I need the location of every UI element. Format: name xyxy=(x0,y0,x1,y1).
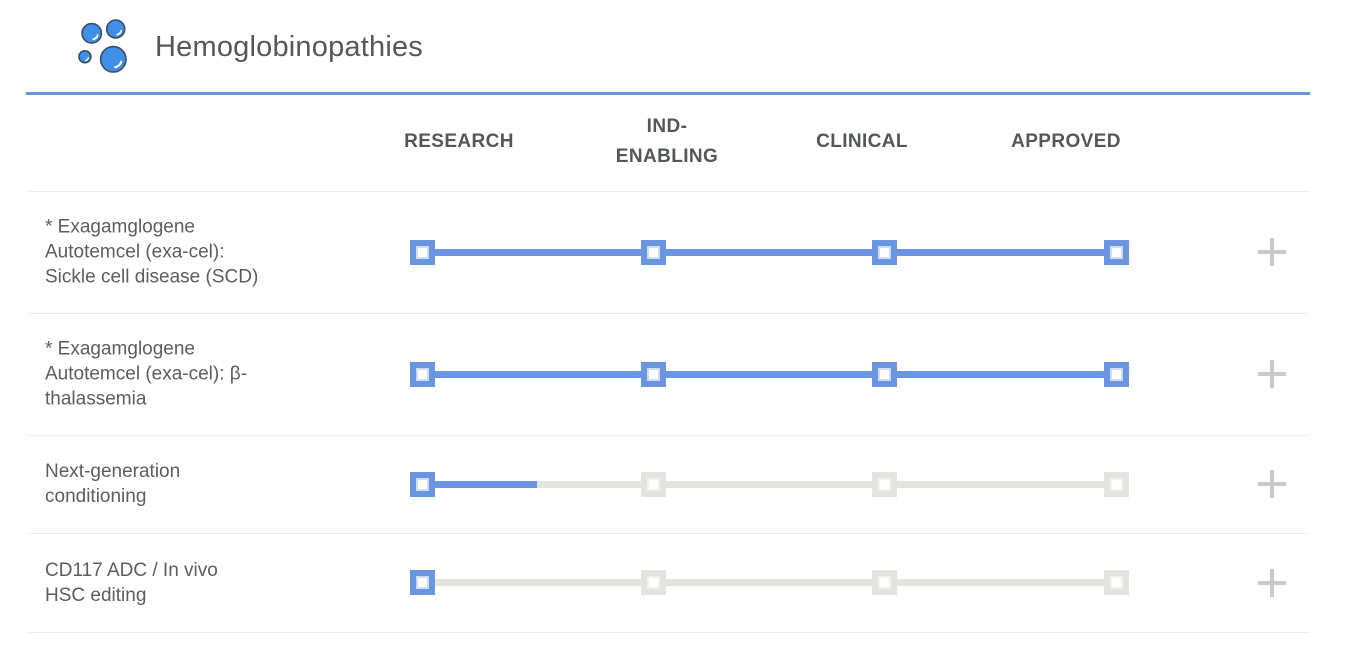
stage-marker-ind-enabling xyxy=(641,361,666,387)
program-name: Next-generation conditioning xyxy=(45,461,181,507)
row-separator xyxy=(26,313,1310,314)
column-header-research: RESEARCH xyxy=(404,110,514,174)
pipeline-row: * Exagamglogene Autotemcel (exa-cel): Si… xyxy=(0,191,1356,313)
progress-line-track xyxy=(422,579,1116,586)
stage-marker-clinical xyxy=(872,361,897,387)
stage-marker-research xyxy=(410,471,435,497)
expand-button[interactable] xyxy=(1258,360,1286,388)
stage-marker-approved xyxy=(1104,471,1129,497)
stage-marker-approved xyxy=(1104,239,1129,265)
progress-line-track xyxy=(422,480,1116,488)
stage-marker-approved xyxy=(1104,361,1129,387)
expand-button[interactable] xyxy=(1258,470,1286,498)
progress-line-fill xyxy=(422,370,1116,378)
progress-track xyxy=(0,191,1356,313)
stage-marker-clinical xyxy=(872,570,897,595)
pipeline-row: * Exagamglogene Autotemcel (exa-cel): β-… xyxy=(0,313,1356,435)
program-name: * Exagamglogene Autotemcel (exa-cel): Si… xyxy=(45,216,259,288)
pipeline-row: CD117 ADC / In vivo HSC editing xyxy=(0,533,1356,632)
progress-track xyxy=(0,533,1356,632)
progress-track xyxy=(0,313,1356,435)
stage-marker-clinical xyxy=(872,239,897,265)
expand-button[interactable] xyxy=(1258,568,1286,597)
column-header-label: CLINICAL xyxy=(816,131,908,152)
stage-marker-ind-enabling xyxy=(641,471,666,497)
row-separator xyxy=(26,435,1310,436)
stage-marker-ind-enabling xyxy=(641,570,666,595)
program-name: * Exagamglogene Autotemcel (exa-cel): β-… xyxy=(45,338,248,410)
stage-marker-research xyxy=(410,239,435,265)
program-name: CD117 ADC / In vivo HSC editing xyxy=(45,559,218,606)
progress-track xyxy=(0,435,1356,533)
pipeline-row: Next-generation conditioning xyxy=(0,435,1356,533)
stage-marker-approved xyxy=(1104,570,1129,595)
row-separator xyxy=(26,191,1310,192)
row-separator xyxy=(26,533,1310,534)
stage-marker-research xyxy=(410,361,435,387)
stage-marker-ind-enabling xyxy=(641,239,666,265)
stage-marker-research xyxy=(410,570,435,595)
page-title: Hemoglobinopathies xyxy=(155,31,423,63)
progress-line-fill xyxy=(422,480,537,488)
row-separator xyxy=(26,632,1310,633)
column-header-ind-enabling: IND-ENABLING xyxy=(605,110,729,174)
blood-cells-icon xyxy=(78,19,127,73)
column-header-clinical: CLINICAL xyxy=(816,110,908,174)
column-header-label: IND-ENABLING xyxy=(615,116,719,167)
stage-marker-clinical xyxy=(872,471,897,497)
progress-line-fill xyxy=(422,248,1116,256)
column-header-label: RESEARCH xyxy=(404,131,514,152)
column-header-label: APPROVED xyxy=(1011,131,1121,152)
header-accent-rule xyxy=(26,92,1310,95)
expand-button[interactable] xyxy=(1258,238,1286,266)
column-header-approved: APPROVED xyxy=(1011,110,1121,174)
